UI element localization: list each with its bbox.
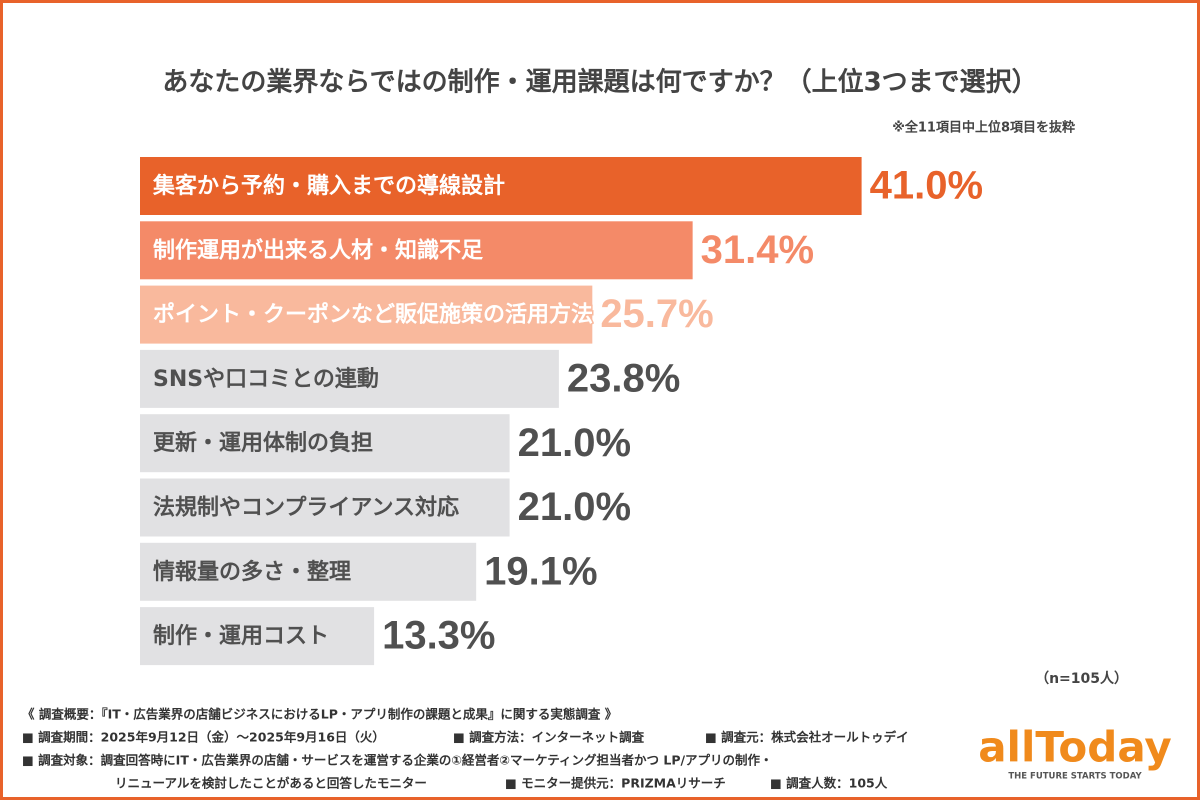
category-label: 制作運用が出来る人材・知識不足 [153,237,483,263]
category-label: 集客から予約・購入までの導線設計 [152,173,505,199]
footer-count: ■ 調査人数：105人 [770,776,888,791]
category-label: SNSや口コミとの連動 [153,367,379,392]
category-label: 法規制やコンプライアンス対応 [153,495,459,521]
value-label: 13.3% [382,614,495,658]
value-label: 21.0% [518,485,631,529]
footer-period: ■ 調査期間：2025年9月12日（金）〜2025年9月16日（火） [22,730,385,745]
footer-heading: 《 調査概要：『IT・広告業界の店舗ビジネスにおけるLP・アプリ制作の課題と成果… [22,707,617,722]
bar [140,349,559,408]
value-label: 23.8% [567,356,680,400]
logo: allToday [978,723,1172,772]
category-label: 制作・運用コスト [153,624,329,649]
bar [140,285,593,344]
bar [140,607,375,666]
value-label: 41.0% [870,164,983,208]
footer-target: ■ 調査対象：調査回答時にIT・広告業界の店舗・サービスを運営する企業の①経営者… [22,753,773,768]
category-label: ポイント・クーポンなど販促施策の活用方法 [153,302,593,328]
bar [140,414,510,473]
value-label: 25.7% [600,292,713,336]
footer: 《 調査概要：『IT・広告業界の店舗ビジネスにおけるLP・アプリ制作の課題と成果… [22,707,909,791]
value-label: 21.0% [518,421,631,465]
footer-target: リニューアルを検討したことがあると回答したモニター [115,776,427,791]
value-label: 31.4% [701,228,814,272]
bar [140,221,693,280]
category-label: 更新・運用体制の負担 [153,430,373,456]
logo-tagline: THE FUTURE STARTS TODAY [1008,772,1142,782]
footer-method: ■ 調査方法：インターネット調査 [453,730,645,745]
footer-source: ■ 調査元：株式会社オールトゥデイ [705,730,909,745]
bar [140,478,510,537]
bar [140,157,862,215]
footer-provider: ■ モニター提供元：PRIZMAリサーチ [505,776,726,791]
note: ※全11項目中上位8項目を抜粋 [892,120,1075,136]
category-label: 情報量の多さ・整理 [153,559,351,585]
sample-size: （n=105人） [1035,670,1128,687]
value-label: 19.1% [484,549,597,593]
chart-title: あなたの業界ならではの制作・運用課題は何ですか？（上位3つまで選択） [162,67,1037,98]
bar [140,542,477,601]
